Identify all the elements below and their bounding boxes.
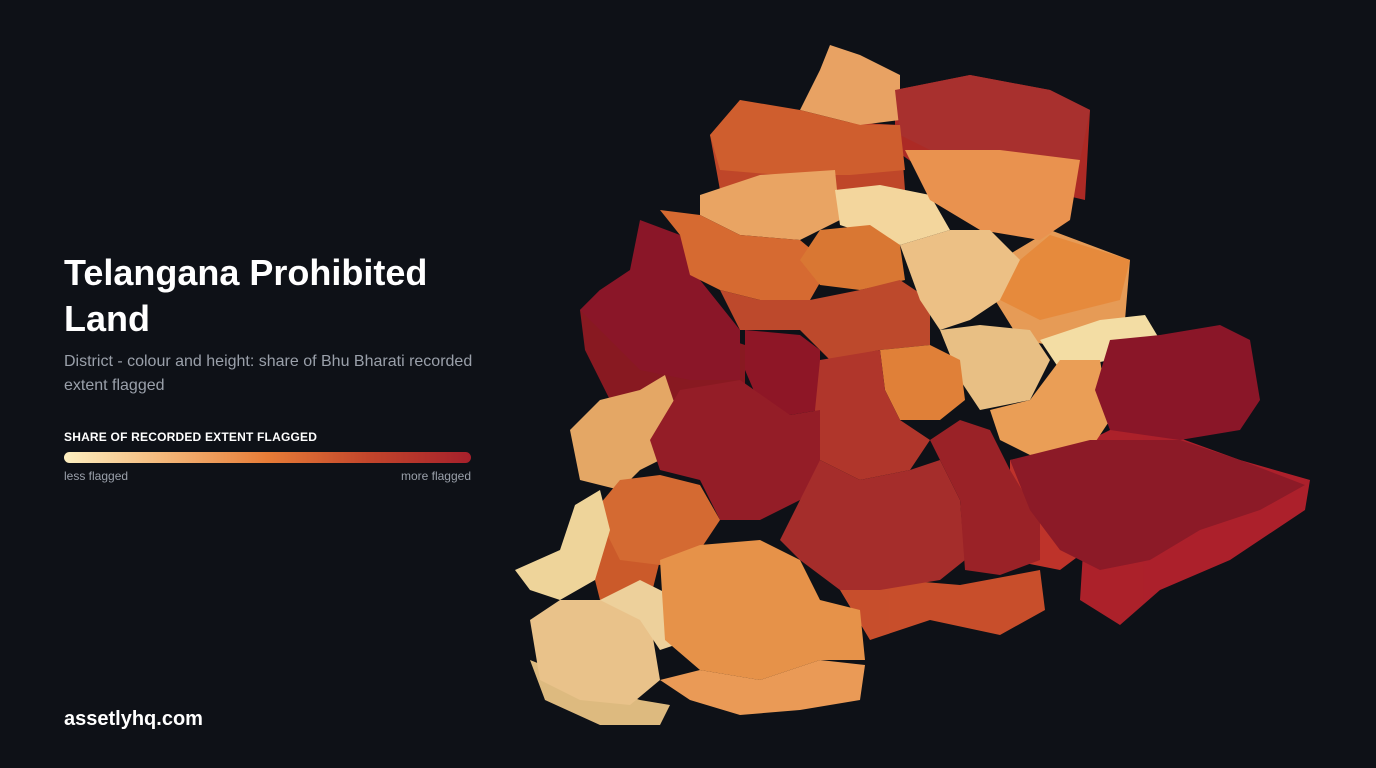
brand-watermark: assetlyhq.com: [64, 708, 203, 730]
legend-title: SHARE OF RECORDED EXTENT FLAGGED: [64, 430, 318, 444]
district-northeast-top[interactable]: [895, 75, 1090, 160]
district-center-west[interactable]: [660, 210, 830, 300]
legend-gradient-bar: [64, 452, 471, 463]
district-north-center[interactable]: [700, 170, 840, 240]
district-pale-center[interactable]: [900, 230, 1020, 330]
map-districts[interactable]: [515, 45, 1305, 705]
district-center-red[interactable]: [815, 350, 930, 480]
district-orange-center[interactable]: [880, 345, 965, 420]
district-center-south[interactable]: [780, 460, 965, 590]
district-west-dark[interactable]: [580, 220, 740, 380]
district-south-orange[interactable]: [660, 540, 865, 680]
district-north-west[interactable]: [710, 100, 905, 175]
legend-high-label: more flagged: [400, 469, 471, 483]
district-sw-tan[interactable]: [570, 375, 680, 490]
page-subtitle: District - colour and height: share of B…: [64, 353, 473, 394]
district-east-dark-top[interactable]: [1095, 325, 1260, 440]
district-sw-dark[interactable]: [650, 380, 820, 520]
district-wall: [660, 660, 865, 715]
district-sw-orange[interactable]: [595, 475, 720, 565]
color-legend: SHARE OF RECORDED EXTENT FLAGGED less fl…: [64, 430, 471, 483]
district-east-red[interactable]: [930, 420, 1040, 575]
district-east-orange[interactable]: [1000, 235, 1130, 320]
district-center-mid[interactable]: [720, 280, 930, 360]
district-center-north[interactable]: [800, 225, 905, 290]
district-sw-cream[interactable]: [515, 490, 610, 600]
district-north-peak[interactable]: [800, 45, 900, 125]
district-pale-cream[interactable]: [1040, 315, 1160, 370]
district-northeast-mid[interactable]: [905, 150, 1080, 240]
district-east-tan[interactable]: [990, 360, 1110, 455]
legend-low-label: less flagged: [64, 469, 129, 483]
district-pale-east[interactable]: [940, 325, 1050, 410]
district-south-tan-left[interactable]: [530, 600, 660, 705]
page-title: Telangana Prohibited Land: [64, 252, 428, 339]
district-east-dark-bottom[interactable]: [1010, 440, 1305, 570]
district-hyd-dark[interactable]: [745, 330, 820, 415]
legend-labels: less flagged more flagged: [64, 469, 471, 483]
